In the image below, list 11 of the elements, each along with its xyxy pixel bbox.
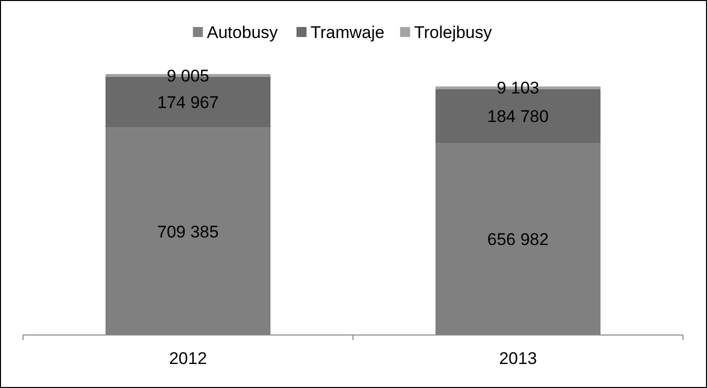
data-label: 656 982 (487, 230, 549, 249)
legend-label: Tramwaje (310, 22, 384, 42)
data-label: 9 103 (496, 78, 540, 98)
legend-label: Autobusy (206, 22, 278, 42)
legend-label: Trolejbusy (414, 22, 492, 42)
data-label: 9 005 (166, 66, 210, 86)
x-tick-label: 2013 (499, 348, 537, 368)
data-label: 184 780 (487, 107, 549, 126)
data-label: 709 385 (157, 222, 219, 242)
x-tick-label: 2012 (169, 348, 207, 368)
data-label: 174 967 (157, 93, 219, 112)
